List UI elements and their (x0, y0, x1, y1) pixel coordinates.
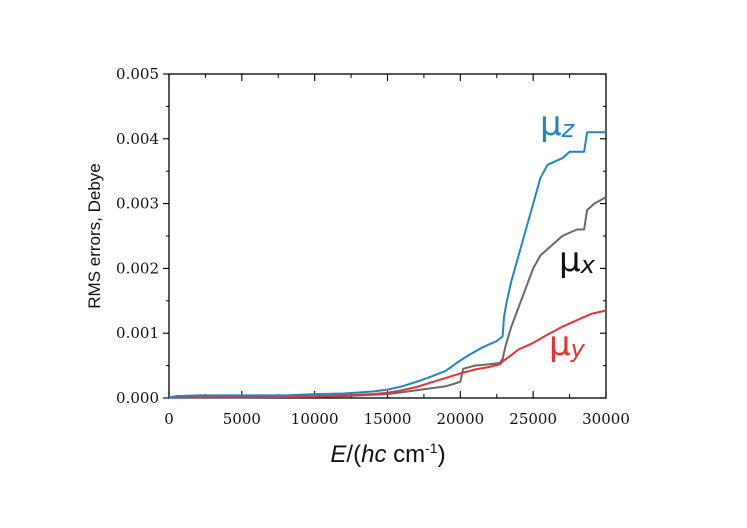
x-tick-label: 30000 (582, 410, 630, 428)
series-label-mu-x: μx (559, 240, 596, 280)
y-tick-label: 0.005 (116, 65, 159, 83)
x-axis-title: E/(hc cm-1) (330, 440, 445, 468)
series-line-mu-y (168, 309, 607, 399)
series-lines (168, 131, 607, 399)
y-axis-title: RMS errors, Debye (85, 163, 104, 308)
y-tick-label: 0.002 (116, 259, 159, 277)
y-tick-label: 0.003 (116, 195, 159, 213)
y-tick-label: 0.004 (116, 130, 159, 148)
x-tick-label: 25000 (509, 410, 557, 428)
x-tick-label: 20000 (436, 410, 484, 428)
y-ticks: 0.000 0.001 0.002 0.003 0.004 0.005 (116, 65, 606, 407)
y-tick-label: 0.001 (116, 324, 159, 342)
x-ticks: 0 5000 10000 15000 20000 25000 30000 (164, 74, 630, 428)
x-tick-label: 15000 (364, 410, 412, 428)
series-label-mu-z: μz (540, 104, 576, 144)
x-tick-label: 10000 (291, 410, 339, 428)
x-tick-label: 5000 (223, 410, 261, 428)
series-line-mu-x (169, 196, 607, 399)
x-tick-label: 0 (164, 410, 174, 428)
y-tick-label: 0.000 (116, 389, 159, 407)
series-label-mu-y: μy (549, 324, 586, 364)
series-line-mu-z (168, 131, 606, 399)
